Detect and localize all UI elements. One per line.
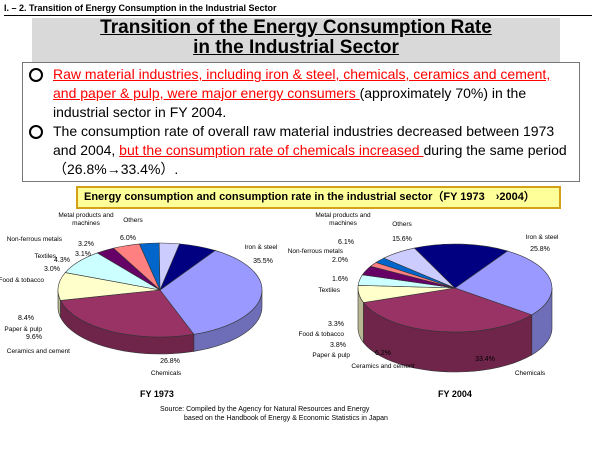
- value-label-iron-steel: 25.8%: [530, 246, 550, 253]
- chart-2-title: FY 2004: [438, 389, 472, 399]
- page-title: Transition of the Energy Consumption Rat…: [32, 18, 560, 62]
- value-label-others: 15.6%: [392, 236, 412, 243]
- pie-slice-others: [159, 243, 216, 291]
- value-label-chemicals: 33.4%: [475, 356, 495, 363]
- category-label-paper-pulp: Paper & pulp: [4, 326, 42, 333]
- bullet-box: Raw material industries, including iron …: [22, 62, 580, 182]
- pie-slice-iron-steel: [159, 250, 263, 335]
- category-label-paper-pulp: Paper & pulp: [312, 352, 350, 359]
- pie-slice-iron-steel: [454, 250, 553, 316]
- value-label-iron-steel: 35.5%: [253, 258, 273, 265]
- category-label-chemicals: Chemicals: [151, 370, 182, 377]
- bullet-2-text: The consumption rate of overall raw mate…: [53, 123, 555, 158]
- category-label-metal-products-and-machines: Metal products and machines: [58, 212, 114, 227]
- value-label-metal-products-and-machines: 6.1%: [338, 239, 354, 246]
- bullet-2-highlight: but the consumption rate of chemicals in…: [119, 142, 424, 158]
- category-label-textiles: Textiles: [34, 253, 56, 260]
- source-note: Source: Compiled by the Agency for Natur…: [160, 405, 388, 423]
- category-label-ceramics-and-cement: Ceramics and cement: [351, 363, 414, 370]
- category-label-others: Others: [392, 221, 412, 228]
- value-label-non-ferrous-metals: 2.0%: [332, 257, 348, 264]
- category-label-iron-steel: Iron & steel: [245, 244, 278, 251]
- category-label-chemicals: Chemicals: [515, 370, 546, 377]
- category-label-food-tobacco: Food & tobacco: [0, 277, 44, 284]
- value-label-textiles: 4.3%: [54, 257, 70, 264]
- bullet-1-text: (approximately 70%) in the industrial se…: [53, 85, 527, 120]
- value-label-paper-pulp: 3.8%: [330, 342, 346, 349]
- circle-bullet-icon: [29, 125, 43, 139]
- value-label-chemicals: 26.8%: [160, 358, 180, 365]
- value-label-paper-pulp: 8.4%: [18, 315, 34, 322]
- bullet-2-text-end: during the same period（26.8%→33.4%）.: [53, 142, 567, 177]
- category-label-food-tobacco: Food & tobacco: [298, 331, 344, 338]
- bullet-1-highlight: Raw material industries, including iron …: [53, 66, 551, 101]
- chart-1-title: FY 1973: [140, 389, 174, 399]
- value-label-others: 6.0%: [120, 235, 136, 242]
- category-label-textiles: Textiles: [318, 287, 340, 294]
- source-line-1: Source: Compiled by the Agency for Natur…: [160, 406, 370, 413]
- value-label-ceramics-and-cement: 6.2%: [375, 350, 391, 357]
- pie-chart-2: Metal products and machines Others Non-ferr…: [288, 212, 559, 377]
- pie-slice-others: [413, 243, 509, 289]
- value-label-food-tobacco: 3.3%: [328, 321, 344, 328]
- bullet-1: Raw material industries, including iron …: [29, 65, 573, 122]
- value-label-ceramics-and-cement: 9.6%: [26, 334, 42, 341]
- title-line-1: Transition of the Energy Consumption Rat…: [100, 17, 492, 38]
- pie-slice-chemicals: [60, 289, 195, 338]
- chart-banner: Energy consumption and consumption rate …: [76, 186, 561, 209]
- title-line-2: in the Industrial Sector: [193, 37, 399, 58]
- value-label-textiles: 1.6%: [332, 276, 348, 283]
- pie-chart-1: Metal products and machines Others Non-ferr…: [0, 212, 278, 377]
- bullet-2: The consumption rate of overall raw mate…: [29, 122, 573, 179]
- circle-bullet-icon: [29, 68, 43, 82]
- category-label-metal-products-and-machines: Metal products and machines: [315, 212, 371, 227]
- source-line-2: based on the Handbook of Energy & Econom…: [184, 415, 388, 422]
- value-label-non-ferrous-metals: 3.1%: [75, 251, 91, 258]
- category-label-ceramics-and-cement: Ceramics and cement: [7, 348, 70, 355]
- value-label-food-tobacco: 3.0%: [44, 266, 60, 273]
- pie-slice-chemicals: [362, 287, 533, 333]
- value-label-metal-products-and-machines: 3.2%: [78, 241, 94, 248]
- pie-charts: Metal products and machines Others Non-ferr…: [0, 212, 559, 377]
- category-label-others: Others: [123, 217, 143, 224]
- section-label: I. – 2. Transition of Energy Consumption…: [4, 3, 277, 13]
- category-label-non-ferrous-metals: Non-ferrous metals: [288, 248, 344, 255]
- section-divider: [4, 15, 592, 16]
- category-label-iron-steel: Iron & steel: [526, 234, 559, 241]
- category-label-non-ferrous-metals: Non-ferrous metals: [7, 236, 63, 243]
